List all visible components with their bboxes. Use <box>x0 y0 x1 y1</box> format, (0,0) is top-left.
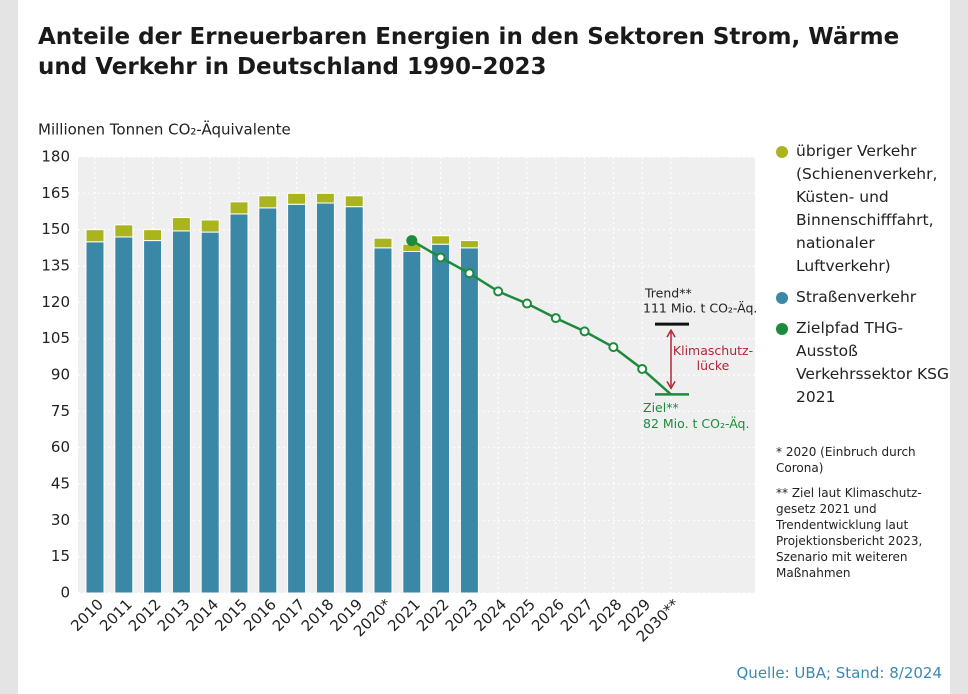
legend-swatch <box>776 292 788 304</box>
source: Quelle: UBA; Stand: 8/2024 <box>736 664 943 682</box>
footnote: * 2020 (Einbruch durch Corona) <box>776 445 916 475</box>
x-tick-label: 2012 <box>125 595 165 635</box>
bar-segment <box>171 230 191 594</box>
bar-segment <box>85 229 105 243</box>
x-tick-label: 2027 <box>557 595 597 635</box>
x-tick-label: 2021 <box>384 595 424 635</box>
bar-segment <box>85 241 105 594</box>
legend-swatch <box>776 146 788 158</box>
bar-segment <box>315 202 335 594</box>
gap-label: Klimaschutz- <box>673 343 753 358</box>
legend-item: Straßenverkehr <box>776 286 954 309</box>
x-tick-label: 2017 <box>269 595 309 635</box>
trend-text: 111 Mio. t CO₂-Äq. <box>643 301 757 316</box>
y-tick-label: 60 <box>51 438 70 456</box>
bar-segment <box>200 219 220 233</box>
x-tick-label: 2016 <box>240 595 280 635</box>
x-tick-label: 2013 <box>154 595 194 635</box>
line <box>411 239 672 396</box>
y-tick-label: 105 <box>41 329 70 347</box>
y-axis-label: Millionen Tonnen CO₂-Äquivalente <box>38 120 291 139</box>
bar-segment <box>459 240 479 249</box>
y-tick-label: 180 <box>41 148 70 166</box>
bar-segment <box>287 192 307 205</box>
footnotes: * 2020 (Einbruch durch Corona) ** Ziel la… <box>776 444 954 590</box>
x-tick-label: 2028 <box>586 595 626 635</box>
bar-segment <box>373 247 393 594</box>
y-tick-label: 150 <box>41 220 70 238</box>
y-tick-label: 120 <box>41 293 70 311</box>
gap-arrowhead <box>666 328 676 338</box>
y-tick-label: 165 <box>41 184 70 202</box>
target-text: 82 Mio. t CO₂-Äq. <box>643 416 749 431</box>
y-tick-label: 75 <box>51 402 70 420</box>
footnote: ** Ziel laut Klimaschutz­gesetz 2021 und… <box>776 486 923 580</box>
bar-segment <box>431 243 451 594</box>
bar-segment <box>114 224 134 238</box>
y-tick-label: 0 <box>60 584 70 602</box>
point <box>406 235 418 247</box>
y-tick-label: 135 <box>41 257 70 275</box>
bar-segment <box>373 237 393 249</box>
x-tick-label: 2010 <box>67 595 107 635</box>
bar-segment <box>344 206 364 594</box>
bar-segment <box>200 231 220 594</box>
point <box>637 363 648 374</box>
target-label: Ziel** <box>643 400 679 415</box>
x-tick-label: 2015 <box>211 595 251 635</box>
legend-item: Zielpfad THG-Ausstoß Verkehrssektor KSG … <box>776 317 954 409</box>
bar-segment <box>171 217 191 232</box>
legend-swatch <box>776 323 788 335</box>
trend-label: Trend** <box>644 286 692 301</box>
legend-item: übriger Verkehr (Schienenverkehr, Küsten… <box>776 140 954 278</box>
bar-segment <box>459 247 479 594</box>
bar-segment <box>143 229 163 242</box>
x-tick-label: 2024 <box>470 595 510 635</box>
legend-label: übriger Verkehr (Schienenverkehr, Küsten… <box>796 142 938 275</box>
x-tick-label: 2026 <box>528 595 568 635</box>
bar-segment <box>229 201 249 215</box>
y-tick-label: 30 <box>51 511 70 529</box>
bar-segment <box>344 195 364 208</box>
point <box>493 286 504 297</box>
bar-segment <box>431 235 451 245</box>
x-tick-label: 2023 <box>442 595 482 635</box>
point <box>522 298 532 309</box>
bar-segment <box>287 203 307 594</box>
gap-label: lücke <box>697 358 730 373</box>
bar-segment <box>315 192 335 204</box>
point <box>464 268 475 279</box>
legend: übriger Verkehr (Schienenverkehr, Küsten… <box>776 140 954 417</box>
y-tick-label: 45 <box>51 475 70 493</box>
x-tick-label: 2014 <box>182 595 222 635</box>
point <box>608 342 619 353</box>
y-tick-label: 90 <box>51 366 70 384</box>
x-tick-label: 2011 <box>96 595 136 635</box>
x-tick-label: 2025 <box>499 595 539 635</box>
bar-segment <box>229 213 249 594</box>
gap-arrowhead <box>666 381 676 390</box>
y-tick-label: 15 <box>51 547 70 565</box>
x-tick-label: 2018 <box>298 595 338 635</box>
bar-segment <box>258 207 278 594</box>
legend-label: Straßenverkehr <box>796 288 917 306</box>
x-tick-label: 2022 <box>413 595 453 635</box>
bar-segment <box>114 236 134 594</box>
bar-segment <box>258 195 278 209</box>
chart-title: Anteile der Erneuerbaren Energien in den… <box>38 24 900 80</box>
bar-segment <box>143 240 163 594</box>
point <box>550 313 561 324</box>
bar-segment <box>402 250 422 594</box>
point <box>579 326 590 337</box>
point <box>435 252 446 263</box>
legend-label: Zielpfad THG-Ausstoß Verkehrssektor KSG … <box>796 319 950 406</box>
